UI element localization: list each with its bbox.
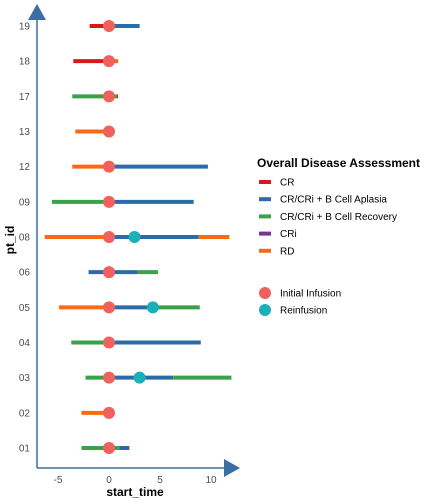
x-axis-arrow [224, 459, 240, 477]
x-tick-label: 0 [106, 475, 112, 486]
y-tick-label: 01 [19, 444, 31, 455]
initial-infusion-point-19 [103, 20, 115, 32]
y-tick-label: 19 [19, 22, 31, 33]
initial-infusion-point-04 [103, 336, 115, 349]
initial-infusion-point-06 [103, 266, 115, 279]
legend-key-initial [259, 287, 271, 299]
initial-infusion-point-05 [103, 301, 115, 314]
y-tick-label: 13 [19, 127, 31, 138]
y-tick-label: 02 [19, 408, 31, 419]
legend-label-br: CR/CRi + B Cell Recovery [280, 212, 397, 223]
x-axis-title: start_time [106, 485, 164, 499]
y-tick-label: 06 [19, 268, 31, 279]
y-axis-arrow [28, 4, 46, 20]
initial-infusion-point-17 [103, 90, 115, 103]
legend-label-initial: Initial Infusion [280, 289, 341, 300]
initial-infusion-point-01 [103, 442, 115, 454]
initial-infusion-point-03 [103, 371, 115, 384]
x-tick-label: -5 [54, 475, 63, 486]
y-tick-label: 04 [19, 338, 31, 349]
legend-label-ba: CR/CRi + B Cell Aplasia [280, 195, 387, 206]
x-tick-label: 10 [205, 475, 217, 486]
reinfusion-infusion-point-03 [133, 371, 146, 384]
initial-infusion-point-12 [103, 160, 115, 173]
plot-layer [44, 20, 232, 454]
initial-infusion-point-13 [103, 125, 115, 138]
x-tick-label: 5 [157, 475, 163, 486]
legend-label-cr: CR [280, 178, 294, 189]
legend-label-reinfusion: Reinfusion [280, 306, 327, 317]
legend-layer: Overall Disease Assessment CR CR/CRi + B C… [257, 156, 420, 317]
y-tick-label: 03 [19, 373, 31, 384]
legend-title: Overall Disease Assessment [257, 156, 420, 170]
y-tick-label: 12 [19, 162, 31, 173]
y-tick-label: 08 [19, 233, 31, 244]
reinfusion-infusion-point-08 [128, 231, 141, 243]
initial-infusion-point-02 [103, 406, 115, 419]
initial-infusion-point-09 [103, 195, 115, 208]
y-tick-label: 05 [19, 303, 31, 314]
initial-infusion-point-08 [103, 231, 115, 243]
y-tick-label: 09 [19, 197, 31, 208]
y-tick-label: 18 [19, 57, 31, 68]
legend-key-reinfusion [259, 304, 271, 316]
y-tick-label: 17 [19, 92, 31, 103]
initial-infusion-point-18 [103, 55, 115, 68]
y-axis-title: pt_id [3, 226, 17, 255]
reinfusion-infusion-point-05 [146, 301, 159, 314]
legend-label-rd: RD [280, 246, 294, 257]
legend-label-cri: CRi [280, 229, 297, 240]
